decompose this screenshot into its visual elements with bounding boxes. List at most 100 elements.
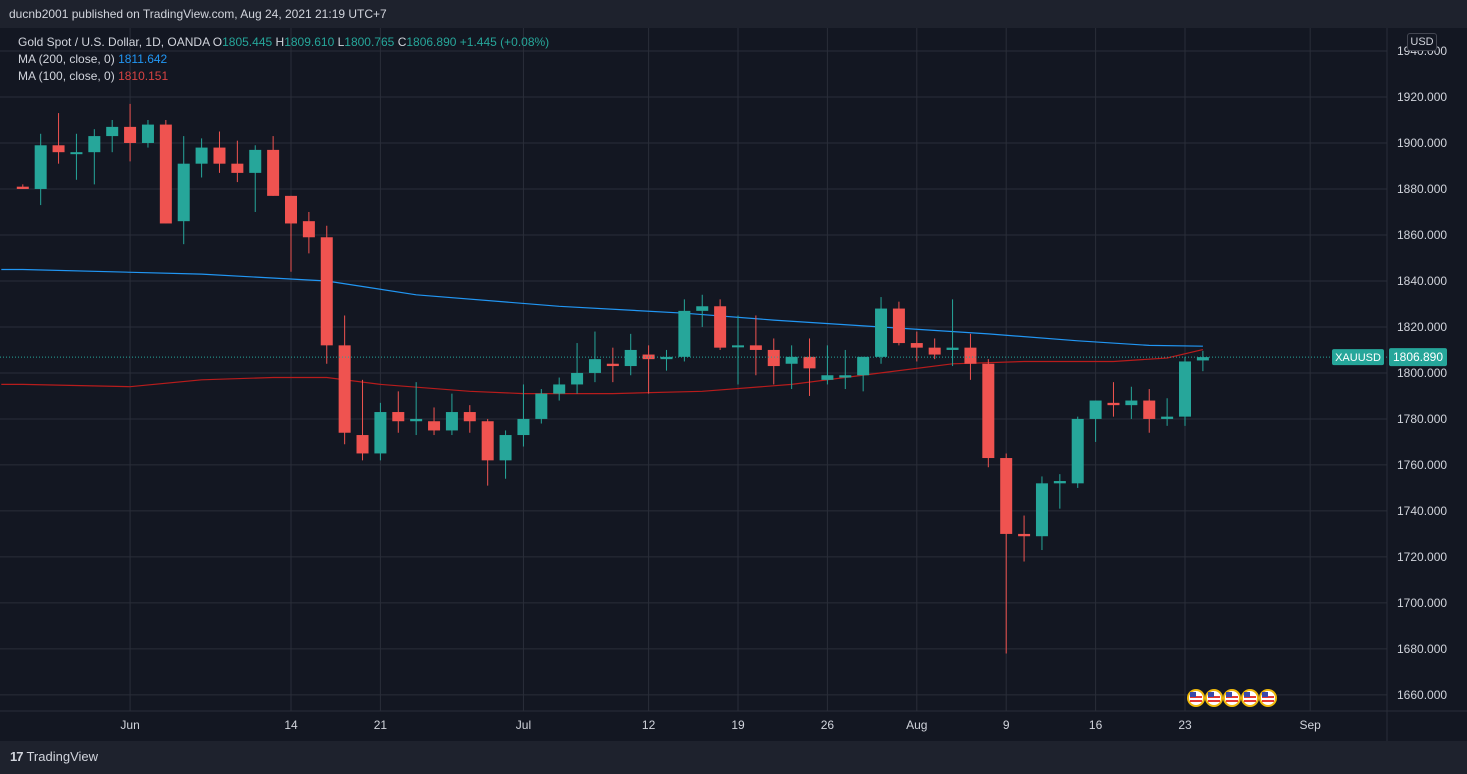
candle: [1196, 350, 1209, 372]
tradingview-logo-icon: 17: [10, 749, 24, 764]
price-tick-label: 1840.000: [1397, 274, 1447, 288]
candle: [374, 402, 387, 461]
candle: [982, 359, 995, 468]
candle: [428, 407, 441, 436]
candle-body: [678, 310, 691, 357]
event-flag-canton: [1190, 692, 1196, 697]
candle-body: [34, 145, 47, 189]
candle-body: [821, 375, 834, 380]
candle: [875, 297, 888, 364]
candle-body: [320, 237, 333, 346]
low-value: 1800.765: [344, 35, 395, 49]
low-label: L: [337, 35, 345, 49]
candle-body: [1107, 402, 1120, 406]
candle: [499, 430, 512, 479]
us-flag-icon[interactable]: [1223, 689, 1241, 707]
change-value: +1.445 (+0.08%): [459, 35, 550, 49]
candle: [892, 301, 905, 346]
candle-body: [928, 347, 941, 355]
candle: [642, 345, 655, 394]
candle: [1035, 476, 1048, 551]
candle-body: [714, 306, 727, 348]
time-tick-label: 14: [284, 718, 298, 732]
candle: [88, 129, 101, 185]
candle: [696, 294, 709, 327]
candle-body: [1035, 483, 1048, 537]
candle: [1000, 453, 1013, 654]
candle: [678, 299, 691, 362]
candle: [1107, 382, 1120, 417]
candle: [106, 119, 119, 153]
candle-body: [910, 343, 923, 348]
candle: [785, 345, 798, 390]
candle: [839, 349, 852, 390]
time-tick-label: Jul: [516, 718, 531, 732]
candle: [52, 113, 65, 164]
candle: [767, 338, 780, 385]
candle: [857, 356, 870, 392]
time-tick-label: 12: [642, 718, 656, 732]
candle-body: [88, 136, 101, 153]
candle: [1053, 474, 1066, 509]
candle-body: [964, 347, 977, 364]
candle: [571, 343, 584, 394]
candle: [946, 299, 959, 367]
price-tick-label: 1820.000: [1397, 320, 1447, 334]
candle-body: [159, 124, 172, 224]
ma100-row[interactable]: MA (100, close, 0) 1810.151: [18, 68, 549, 85]
candle-body: [875, 308, 888, 357]
candle: [821, 345, 834, 385]
candle-body: [499, 435, 512, 461]
candle-body: [1000, 458, 1013, 534]
candle-body: [892, 308, 905, 344]
price-tick-label: 1680.000: [1397, 642, 1447, 656]
price-chart[interactable]: 1660.000 1680.000 1700.000 1720.000 1740.000…: [0, 28, 1467, 741]
candle-body: [946, 347, 959, 350]
us-flag-icon[interactable]: [1205, 689, 1223, 707]
price-tick-label: 1780.000: [1397, 412, 1447, 426]
candle: [356, 379, 369, 461]
event-flag-stripe: [1226, 700, 1238, 702]
candle-body: [302, 221, 315, 238]
candle-body: [463, 412, 476, 422]
us-flag-icon[interactable]: [1259, 689, 1277, 707]
candle: [320, 225, 333, 364]
event-flag-canton: [1226, 692, 1232, 697]
candle-body: [249, 149, 262, 173]
candle: [195, 138, 208, 178]
candle-body: [213, 147, 226, 164]
candle-body: [767, 349, 780, 367]
economic-events[interactable]: [1187, 689, 1277, 707]
candle: [1018, 515, 1031, 562]
currency-button[interactable]: USD: [1407, 33, 1437, 51]
price-tick-label: 1860.000: [1397, 228, 1447, 242]
candle: [481, 418, 494, 486]
candlesticks: [16, 103, 1209, 654]
candle-body: [1089, 400, 1102, 419]
ma100-label: MA (100, close, 0): [18, 69, 115, 83]
candle: [517, 384, 530, 447]
candle: [392, 391, 405, 433]
candle-body: [803, 356, 816, 369]
candle-body: [428, 421, 441, 431]
candle-body: [1125, 400, 1138, 406]
candle-body: [481, 421, 494, 461]
event-flag-canton: [1262, 692, 1268, 697]
candle: [1125, 386, 1138, 419]
us-flag-icon[interactable]: [1241, 689, 1259, 707]
time-axis-labels: Jun 14 21 Jul 12 19 26 Aug 9 16 23 Sep: [120, 718, 1321, 732]
publish-bar: ducnb2001 published on TradingView.com, …: [0, 0, 1467, 28]
event-flag-stripe: [1244, 700, 1256, 702]
symbol-tag-bg: [1332, 349, 1384, 366]
candle: [302, 211, 315, 254]
us-flag-icon[interactable]: [1187, 689, 1205, 707]
candle: [1179, 356, 1191, 426]
ma200-row[interactable]: MA (200, close, 0) 1811.642: [18, 51, 549, 68]
candle-body: [553, 384, 566, 394]
candle-body: [606, 363, 619, 367]
candle-body: [660, 356, 673, 360]
candle-body: [285, 195, 297, 224]
ma200-label: MA (200, close, 0): [18, 52, 115, 66]
tradingview-logo[interactable]: 17 TradingView: [10, 749, 98, 764]
high-value: 1809.610: [284, 35, 335, 49]
